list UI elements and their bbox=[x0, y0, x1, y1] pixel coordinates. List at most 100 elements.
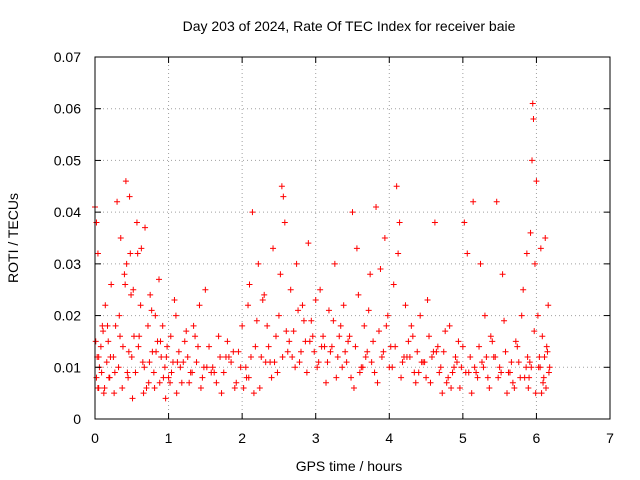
data-point bbox=[265, 343, 272, 350]
data-point bbox=[542, 235, 549, 241]
data-point bbox=[523, 250, 530, 257]
data-point bbox=[283, 328, 290, 335]
data-point bbox=[130, 286, 137, 293]
data-point bbox=[458, 364, 465, 371]
data-point bbox=[213, 379, 220, 386]
data-point bbox=[520, 286, 527, 293]
data-point bbox=[311, 348, 318, 355]
data-point bbox=[97, 343, 104, 350]
data-point bbox=[202, 286, 209, 293]
data-point bbox=[122, 281, 129, 288]
data-point bbox=[270, 245, 277, 252]
data-point bbox=[408, 322, 415, 329]
data-point bbox=[489, 338, 496, 345]
data-point bbox=[215, 333, 222, 340]
data-point bbox=[178, 379, 185, 386]
data-point bbox=[440, 348, 447, 355]
data-point bbox=[175, 348, 182, 355]
data-point bbox=[392, 343, 399, 350]
data-point bbox=[195, 343, 201, 350]
data-point bbox=[268, 374, 275, 381]
data-point bbox=[247, 353, 254, 360]
data-point bbox=[386, 364, 393, 371]
data-point bbox=[146, 359, 153, 366]
data-point bbox=[261, 291, 268, 298]
data-point bbox=[534, 312, 541, 319]
data-point bbox=[199, 374, 206, 381]
data-point bbox=[439, 390, 446, 397]
data-point bbox=[278, 183, 285, 190]
data-point bbox=[498, 369, 505, 376]
data-point bbox=[259, 297, 266, 304]
data-point bbox=[125, 348, 132, 355]
data-point bbox=[436, 369, 443, 376]
data-point bbox=[343, 359, 350, 366]
data-point bbox=[128, 353, 135, 360]
data-point bbox=[105, 338, 112, 345]
data-point bbox=[492, 353, 499, 360]
data-point bbox=[279, 353, 286, 360]
data-point bbox=[102, 302, 109, 309]
data-point bbox=[144, 322, 151, 329]
data-point bbox=[501, 317, 508, 324]
data-point bbox=[168, 369, 175, 376]
data-point bbox=[103, 359, 110, 366]
data-point bbox=[493, 198, 500, 205]
data-point bbox=[147, 291, 154, 298]
data-point bbox=[474, 374, 481, 381]
data-point bbox=[111, 369, 118, 376]
data-point bbox=[286, 338, 293, 345]
data-point bbox=[231, 384, 238, 391]
data-point bbox=[312, 297, 319, 304]
data-point bbox=[403, 353, 410, 360]
data-point bbox=[417, 312, 424, 319]
data-point bbox=[361, 322, 368, 329]
data-markers bbox=[92, 100, 553, 402]
data-point bbox=[275, 312, 282, 319]
data-point bbox=[300, 317, 307, 324]
data-point bbox=[434, 343, 441, 350]
data-point bbox=[193, 359, 200, 366]
data-point bbox=[496, 364, 503, 371]
data-point bbox=[330, 317, 337, 324]
data-point bbox=[402, 302, 409, 309]
data-point bbox=[339, 364, 346, 371]
data-point bbox=[499, 271, 506, 278]
data-point bbox=[424, 297, 431, 304]
data-point bbox=[323, 379, 330, 386]
data-point bbox=[544, 348, 551, 355]
data-point bbox=[362, 353, 369, 360]
data-point bbox=[94, 250, 101, 257]
data-point bbox=[281, 219, 288, 226]
data-point bbox=[192, 333, 199, 340]
data-point bbox=[167, 379, 174, 386]
data-point bbox=[537, 245, 544, 252]
data-point bbox=[274, 369, 281, 376]
data-point bbox=[315, 359, 322, 366]
data-point bbox=[99, 322, 106, 329]
data-point bbox=[518, 312, 525, 319]
data-point bbox=[237, 364, 244, 371]
data-point bbox=[264, 322, 271, 329]
data-point bbox=[529, 100, 536, 107]
data-point bbox=[93, 219, 100, 226]
data-point bbox=[98, 369, 105, 376]
data-point bbox=[123, 260, 130, 267]
data-point bbox=[428, 353, 435, 360]
x-tick-label: 5 bbox=[459, 430, 467, 446]
data-point bbox=[156, 379, 163, 386]
data-point bbox=[333, 374, 340, 381]
data-point bbox=[218, 390, 225, 397]
data-point bbox=[132, 369, 139, 376]
data-point bbox=[296, 359, 303, 366]
data-point bbox=[348, 374, 355, 381]
data-point bbox=[305, 240, 312, 247]
data-point bbox=[172, 312, 179, 319]
data-point bbox=[277, 271, 284, 278]
data-point bbox=[159, 322, 166, 329]
data-point bbox=[177, 364, 184, 371]
data-point bbox=[546, 364, 553, 371]
data-point bbox=[258, 353, 265, 360]
y-tick-label: 0.07 bbox=[54, 49, 81, 65]
data-point bbox=[157, 338, 164, 345]
